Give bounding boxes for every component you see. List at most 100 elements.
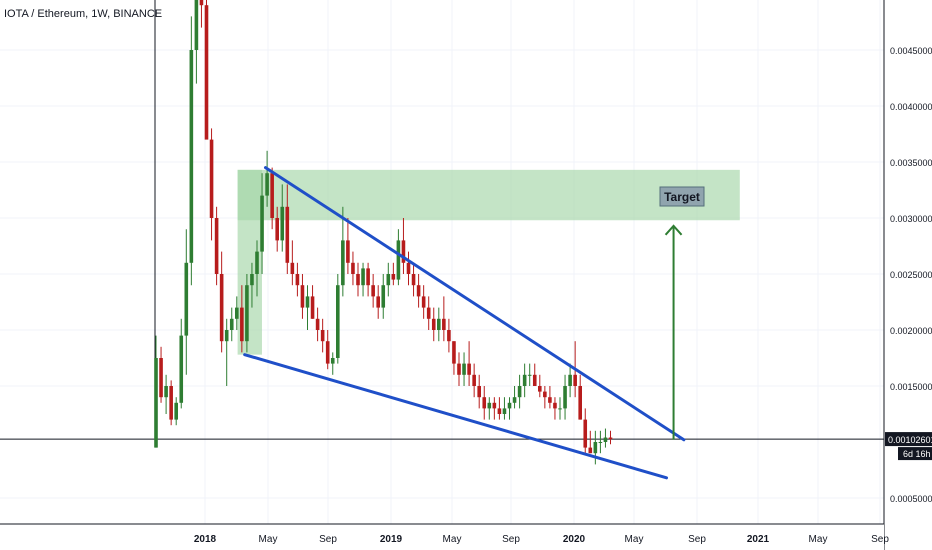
candle <box>583 408 588 454</box>
candle <box>229 307 234 342</box>
candle <box>452 341 456 375</box>
candle-body <box>507 402 512 409</box>
candle <box>219 251 224 353</box>
candle <box>164 374 168 414</box>
target-label: Target <box>659 186 705 207</box>
candle <box>361 262 365 297</box>
candle <box>406 251 411 286</box>
candle <box>199 0 204 28</box>
candle-body <box>573 374 577 386</box>
candle <box>260 173 264 274</box>
candle-body <box>184 262 189 336</box>
candle <box>179 318 184 409</box>
candle <box>588 430 593 454</box>
candle <box>527 363 532 386</box>
candle <box>558 397 562 420</box>
candle <box>396 229 401 286</box>
candle-body <box>260 195 264 252</box>
trendline-lower <box>243 353 669 480</box>
candle <box>608 430 613 445</box>
candle <box>341 206 345 297</box>
candle <box>386 262 391 297</box>
candle <box>538 374 542 398</box>
candle <box>477 374 481 409</box>
candle-body <box>568 374 572 386</box>
candle-body <box>401 240 406 263</box>
candle-body <box>553 402 557 409</box>
candle <box>548 386 552 409</box>
candle <box>184 229 189 375</box>
candle-body <box>532 374 537 386</box>
candle <box>285 184 290 274</box>
candle <box>492 397 497 420</box>
candle <box>563 374 567 420</box>
candle <box>416 274 421 308</box>
candle-body <box>371 285 375 297</box>
candle-body <box>437 318 441 330</box>
candle-body <box>482 397 487 409</box>
candle <box>462 352 466 386</box>
candle <box>457 352 461 386</box>
candle-body <box>467 363 471 375</box>
countdown-tag <box>898 447 932 461</box>
countdown-text: 6d 16h <box>903 449 931 459</box>
candle-body <box>310 296 315 319</box>
candle-body <box>416 285 421 297</box>
candle <box>482 386 487 420</box>
candle <box>421 285 426 319</box>
candle <box>154 335 158 448</box>
candle <box>280 184 285 252</box>
candle <box>310 285 315 319</box>
candle-body <box>543 391 547 398</box>
time-tick-label: Sep <box>502 534 520 545</box>
candle-body <box>452 341 456 364</box>
candle-body <box>472 374 476 386</box>
candle-body <box>512 397 517 403</box>
candle-body <box>522 374 527 386</box>
chart-title: IOTA / Ethereum, 1W, BINANCE <box>4 8 163 20</box>
candle-body <box>603 437 608 442</box>
candle-body <box>174 402 178 420</box>
candle-body <box>538 386 542 392</box>
candle-body <box>255 251 259 274</box>
current-price-tag <box>885 432 932 447</box>
candle-body <box>325 341 330 364</box>
candle <box>598 430 603 454</box>
time-tick-label: May <box>809 534 828 545</box>
candle-body <box>351 262 355 274</box>
candle-body <box>487 402 492 409</box>
candle-body <box>381 285 386 308</box>
candle <box>568 363 572 398</box>
candle-body <box>199 0 204 6</box>
candle-body <box>411 274 416 286</box>
candle-body <box>593 442 598 454</box>
candle-body <box>502 408 507 414</box>
candle <box>578 374 582 420</box>
candle <box>437 307 441 342</box>
candle-body <box>194 0 199 51</box>
candle <box>325 330 330 370</box>
candle <box>467 341 471 386</box>
candle <box>295 262 300 297</box>
candle-body <box>426 307 431 319</box>
candle-body <box>517 386 522 398</box>
candle-body <box>270 173 274 218</box>
candle <box>240 285 244 353</box>
candle <box>487 397 492 420</box>
candle-body <box>214 218 219 274</box>
candle <box>174 397 178 426</box>
candle <box>401 218 406 274</box>
candle-body <box>462 363 466 375</box>
candle-body <box>164 386 168 398</box>
candle-body <box>179 335 184 403</box>
target-label-text: Target <box>664 190 700 204</box>
candle-body <box>356 274 360 286</box>
candle-body <box>361 268 365 286</box>
candle-body <box>300 285 305 308</box>
candle-body <box>330 358 335 364</box>
candle-body <box>235 307 239 319</box>
candle-body <box>391 274 396 280</box>
